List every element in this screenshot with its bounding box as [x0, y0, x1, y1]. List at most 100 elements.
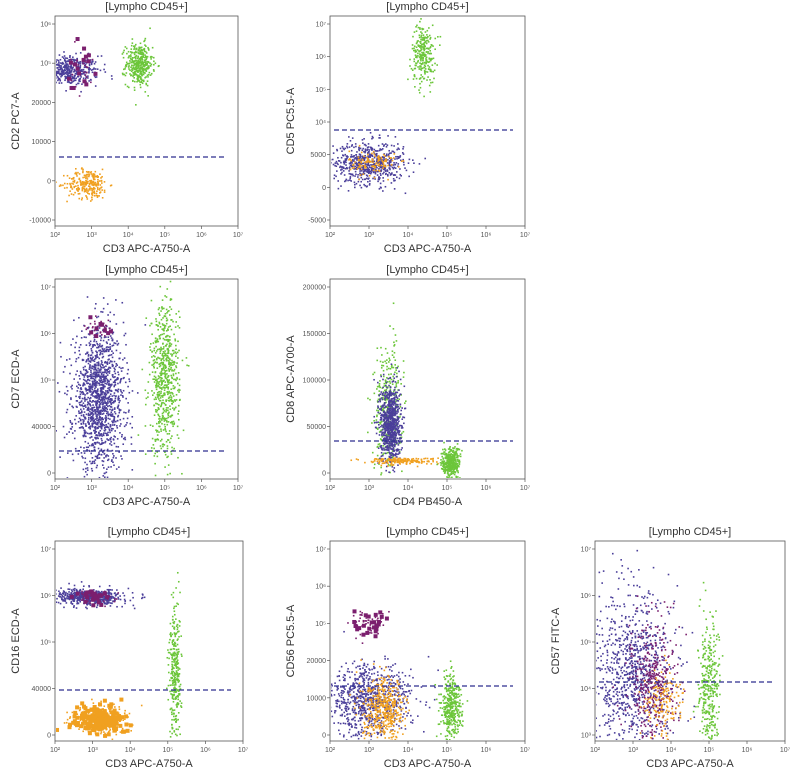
event-dot: [141, 56, 143, 58]
event-dot: [421, 43, 423, 46]
event-dot: [98, 457, 101, 459]
event-dot: [139, 73, 141, 75]
event-dot: [331, 158, 332, 161]
event-dot: [94, 315, 97, 317]
event-dot: [88, 402, 90, 405]
event-dot: [103, 424, 105, 427]
event-dot: [387, 404, 389, 406]
event-dot: [30, 66, 32, 68]
event-dot: [175, 399, 178, 401]
event-dot: [163, 384, 166, 387]
event-dot: [105, 410, 108, 413]
event-dot: [131, 51, 134, 54]
event-dot: [135, 54, 138, 57]
event-dot: [164, 428, 166, 430]
event-dot: [103, 398, 106, 401]
event-dot: [337, 163, 339, 166]
event-dot: [72, 459, 75, 462]
event-dot: [386, 458, 389, 461]
event-dot: [86, 376, 89, 379]
event-dot: [133, 53, 136, 56]
event-dot: [56, 77, 57, 80]
event-dot: [83, 325, 86, 327]
event-dot: [66, 390, 69, 392]
event-dot: [86, 382, 89, 385]
event-dot: [86, 176, 88, 178]
event-dot: [152, 425, 154, 427]
event-dot: [76, 75, 79, 78]
event-dot: [380, 159, 383, 161]
event-dot: [106, 432, 108, 435]
event-dot: [88, 390, 91, 392]
event-dot: [82, 489, 84, 491]
event-dot: [96, 417, 98, 420]
event-dot: [156, 361, 158, 364]
event-dot: [45, 69, 47, 71]
event-dot: [82, 70, 84, 73]
event-dot: [171, 393, 174, 395]
event-dot: [137, 64, 139, 67]
event-dot: [387, 377, 390, 380]
event-dot: [429, 68, 431, 71]
event-dot: [343, 180, 346, 183]
event-dot: [56, 59, 58, 61]
event-dot: [168, 399, 170, 402]
event-dot: [107, 396, 110, 399]
event-dot: [77, 356, 80, 359]
event-dot: [371, 451, 374, 454]
event-dot: [115, 323, 118, 325]
event-dot: [91, 377, 93, 380]
event-dot: [419, 77, 422, 79]
event-dot: [160, 447, 163, 450]
event-dot: [84, 461, 86, 464]
event-dot: [56, 73, 58, 76]
event-dot: [158, 335, 161, 338]
event-dot: [357, 156, 360, 158]
event-dot: [102, 328, 107, 333]
event-dot: [170, 363, 173, 365]
event-dot: [91, 386, 94, 388]
event-dot: [387, 178, 389, 181]
event-dot: [87, 326, 90, 329]
event-dot: [97, 176, 99, 178]
event-dot: [105, 350, 108, 353]
event-dot: [145, 68, 147, 70]
y-tick-label: 10⁶: [315, 54, 326, 61]
event-dot: [401, 432, 403, 435]
event-dot: [63, 69, 66, 72]
event-dot: [113, 394, 115, 397]
event-dot: [433, 69, 436, 72]
event-dot: [95, 407, 98, 409]
event-dot: [105, 455, 107, 458]
event-dot: [31, 77, 33, 79]
event-dot: [117, 342, 120, 345]
event-dot: [59, 72, 61, 75]
event-dot: [131, 415, 134, 418]
event-dot: [31, 71, 33, 73]
event-dot: [59, 184, 62, 186]
event-dot: [165, 399, 168, 402]
event-dot: [47, 73, 49, 75]
event-dot: [97, 373, 100, 376]
event-dot: [379, 360, 382, 363]
event-dot: [364, 184, 367, 187]
event-dot: [86, 71, 88, 74]
event-dot: [424, 68, 427, 70]
event-dot: [374, 164, 376, 166]
event-dot: [79, 179, 82, 182]
event-dot: [393, 356, 395, 359]
event-dot: [86, 473, 88, 476]
event-dot: [105, 434, 108, 437]
x-tick-label: 10²: [325, 232, 336, 239]
event-dot: [391, 150, 394, 153]
event-dot: [378, 176, 380, 179]
event-dot: [390, 173, 393, 175]
event-dot: [82, 457, 84, 459]
event-dot: [122, 389, 125, 392]
event-dot: [113, 423, 116, 426]
event-dot: [163, 389, 166, 391]
event-dot: [396, 453, 398, 456]
event-dot: [105, 393, 108, 396]
event-dot: [155, 320, 158, 323]
event-dot: [424, 36, 426, 38]
